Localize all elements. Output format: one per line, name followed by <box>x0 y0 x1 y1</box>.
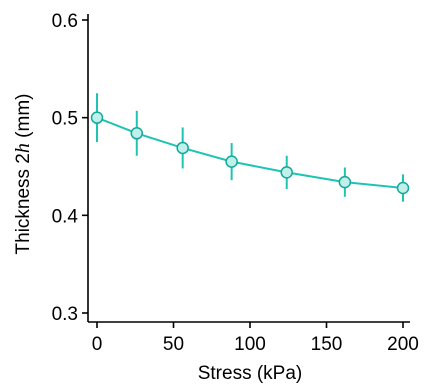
data-point <box>338 175 352 189</box>
y-axis-title-suffix: (mm) <box>13 94 34 144</box>
x-tick-label: 100 <box>234 334 266 355</box>
data-point <box>176 141 189 155</box>
y-tick-label: 0.3 <box>52 304 78 325</box>
y-axis-title-prefix: Thickness <box>13 164 34 255</box>
x-axis-title: Stress (kPa) <box>198 363 303 384</box>
x-tick-label: 150 <box>311 334 343 355</box>
y-axis-title-variable: h <box>12 143 34 153</box>
data-point <box>130 127 144 140</box>
data-series <box>90 93 410 202</box>
data-point <box>396 181 410 195</box>
y-axis-title: Thickness 2h (mm) <box>12 94 34 255</box>
x-tick-label: 0 <box>92 334 103 355</box>
axes <box>87 14 410 323</box>
y-tick-label: 0.5 <box>52 109 78 130</box>
data-point <box>280 166 293 179</box>
y-tick-label: 0.6 <box>52 11 78 32</box>
y-axis-ticks: 0.3 0.4 0.5 0.6 <box>52 11 88 325</box>
y-axis-title-number: 2 <box>13 153 34 164</box>
x-tick-label: 50 <box>163 334 184 355</box>
data-point <box>90 111 104 124</box>
series-line <box>96 116 404 189</box>
y-tick-label: 0.4 <box>52 206 79 227</box>
data-point <box>225 155 238 168</box>
x-axis-ticks: 0 50 100 150 200 <box>92 322 419 355</box>
x-tick-label: 200 <box>387 334 419 355</box>
